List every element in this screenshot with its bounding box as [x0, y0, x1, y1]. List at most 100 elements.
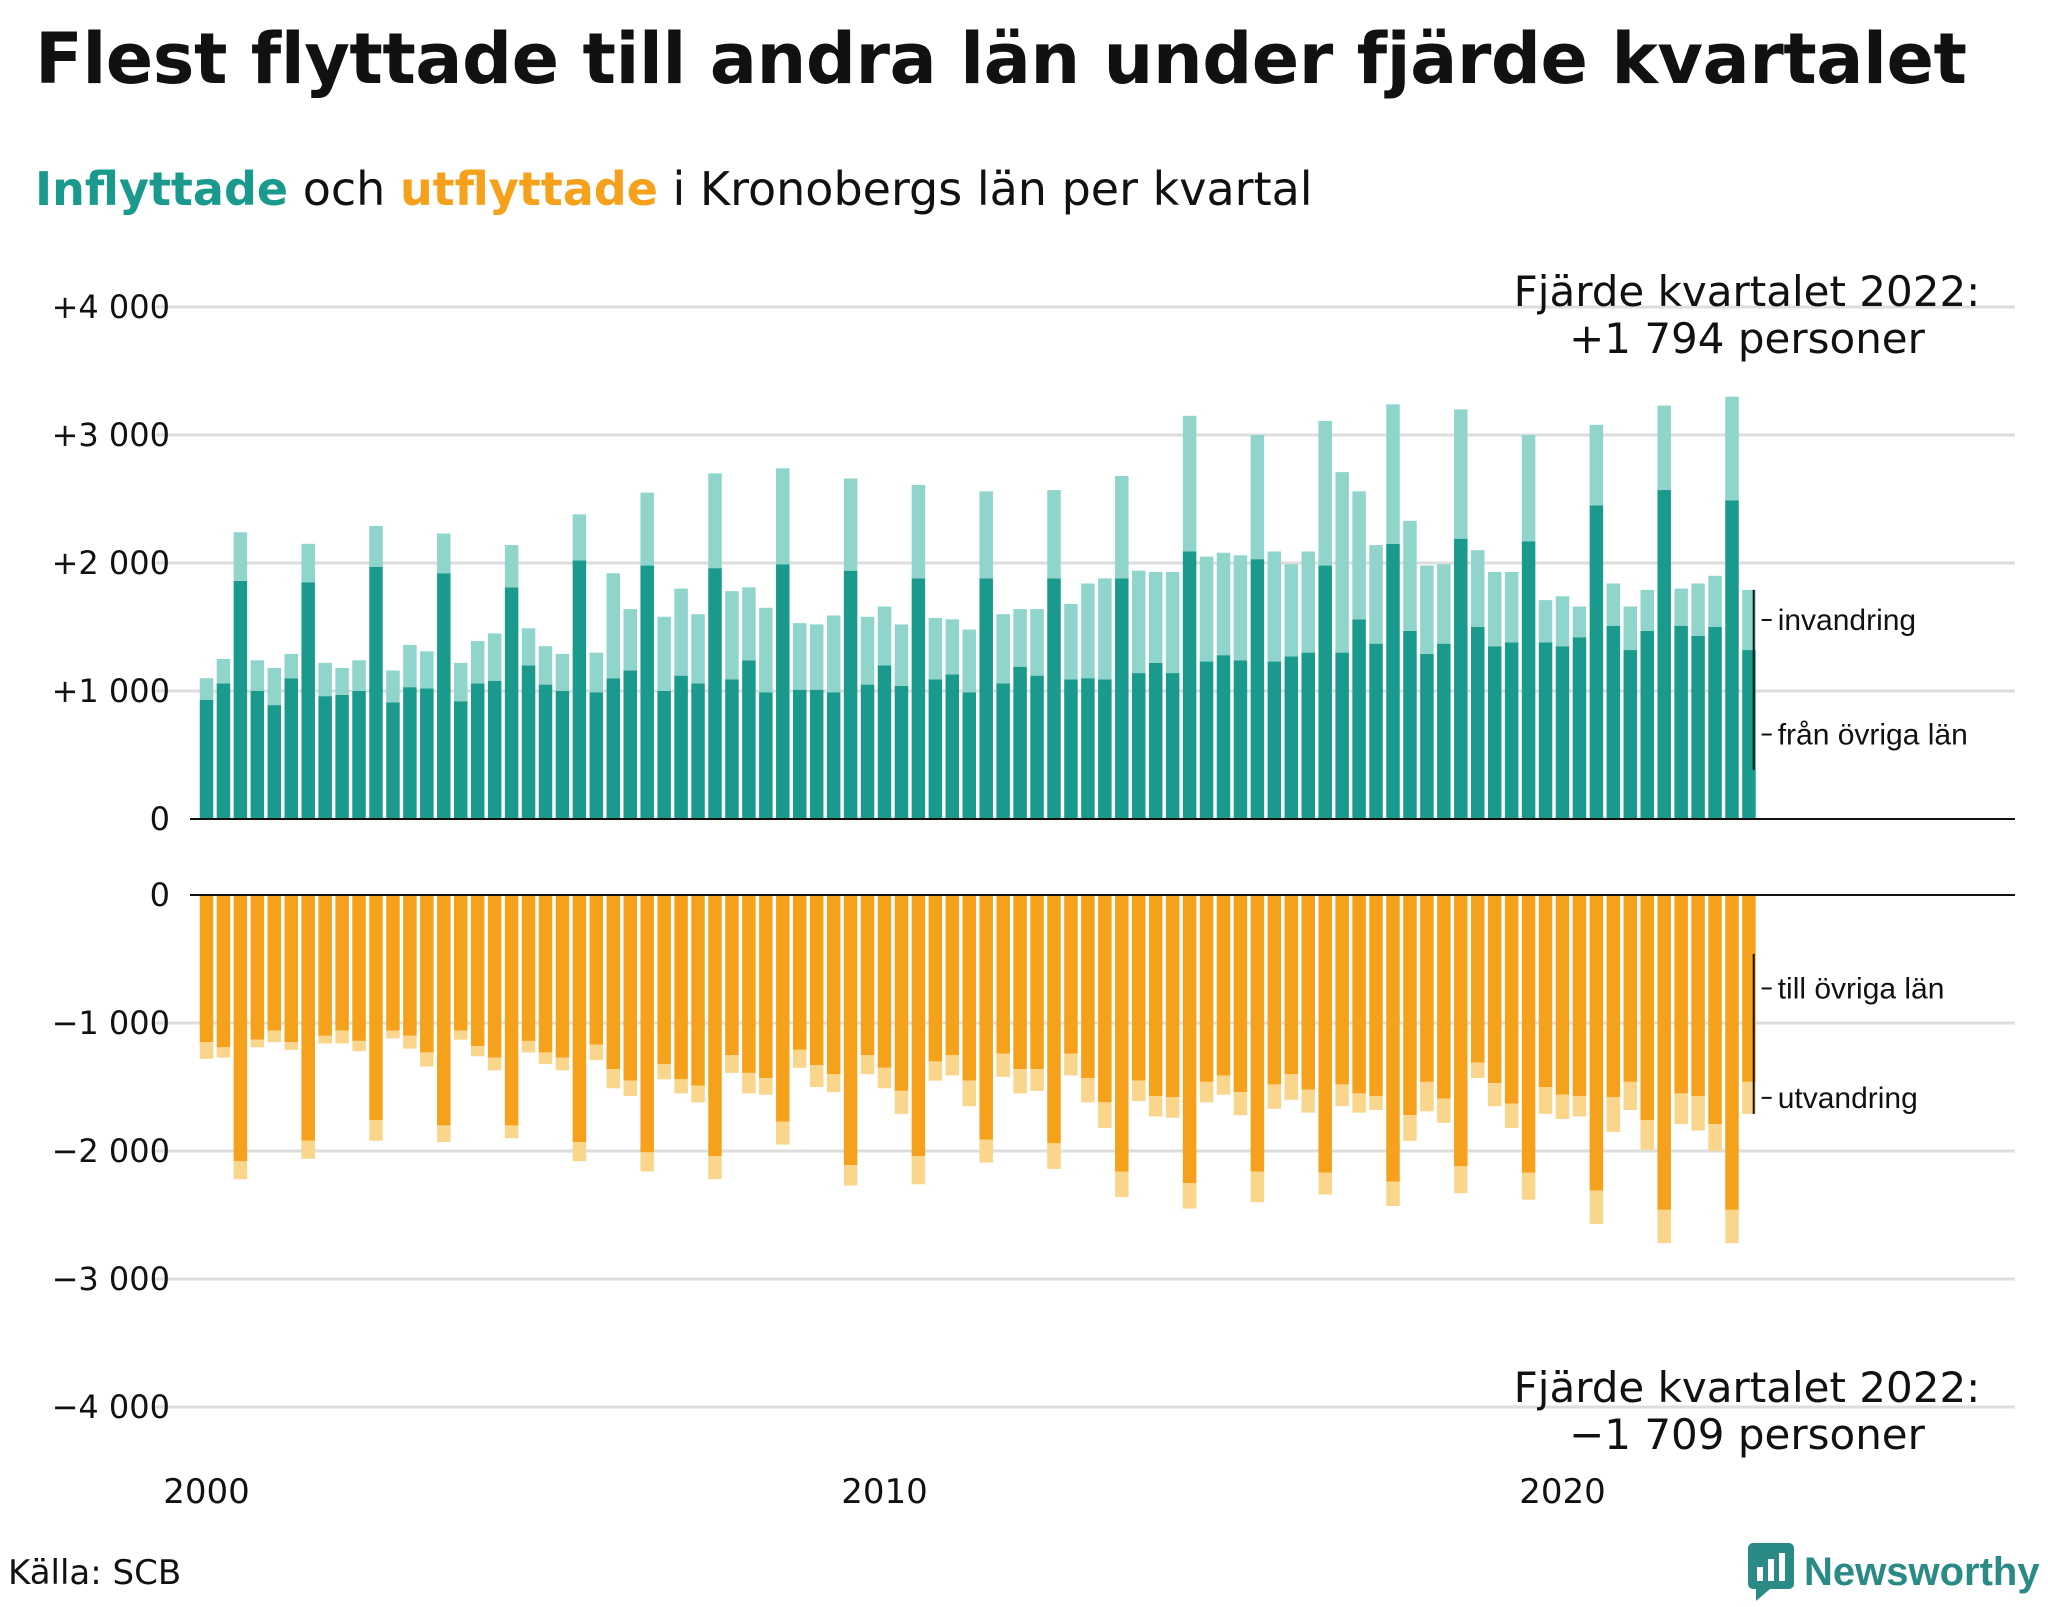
- bottom-y-tick-label: 0: [150, 876, 170, 914]
- bar-till-ovriga-lan: [1572, 895, 1587, 1096]
- bar-fran-ovriga-lan: [1233, 660, 1248, 819]
- bar-till-ovriga-lan: [1691, 895, 1705, 1096]
- bar-utvandring: [386, 1030, 400, 1039]
- bar-invandring: [996, 614, 1010, 684]
- bar-fran-ovriga-lan: [589, 692, 604, 819]
- bar-utvandring: [691, 1085, 705, 1103]
- newsworthy-brand[interactable]: Newsworthy: [1748, 1537, 2040, 1607]
- bar-till-ovriga-lan: [1454, 895, 1468, 1167]
- bar-fran-ovriga-lan: [1572, 637, 1587, 819]
- bar-till-ovriga-lan: [233, 895, 248, 1162]
- top-y-tick-label: +1 000: [52, 672, 170, 710]
- bar-till-ovriga-lan: [318, 895, 332, 1036]
- bar-fran-ovriga-lan: [1216, 655, 1231, 819]
- bar-invandring: [776, 468, 790, 565]
- bar-invandring: [826, 615, 841, 693]
- bar-utvandring: [793, 1049, 807, 1068]
- bar-fran-ovriga-lan: [1098, 679, 1112, 819]
- top-y-tick-label: +3 000: [52, 416, 170, 454]
- bar-till-ovriga-lan: [1165, 895, 1180, 1098]
- bar-till-ovriga-lan: [1047, 895, 1061, 1144]
- bar-fran-ovriga-lan: [403, 687, 417, 819]
- bar-till-ovriga-lan: [1471, 895, 1485, 1063]
- bar-invandring: [589, 652, 604, 693]
- bar-utvandring: [826, 1074, 841, 1093]
- bar-invandring: [911, 484, 926, 579]
- bar-fran-ovriga-lan: [420, 688, 434, 819]
- bar-invandring: [1013, 609, 1027, 667]
- bar-fran-ovriga-lan: [776, 564, 790, 819]
- brand-name: Newsworthy: [1804, 1549, 2040, 1594]
- bar-till-ovriga-lan: [1064, 895, 1078, 1054]
- bar-till-ovriga-lan: [1640, 895, 1654, 1121]
- bar-till-ovriga-lan: [1708, 895, 1722, 1125]
- bar-utvandring: [928, 1061, 943, 1081]
- bar-till-ovriga-lan: [1589, 895, 1604, 1191]
- bar-fran-ovriga-lan: [335, 694, 349, 819]
- bar-invandring: [1674, 588, 1688, 626]
- bar-till-ovriga-lan: [538, 895, 553, 1053]
- bar-invandring: [1335, 472, 1349, 653]
- bar-fran-ovriga-lan: [1555, 646, 1570, 819]
- bar-invandring: [267, 667, 282, 706]
- bar-fran-ovriga-lan: [1199, 661, 1214, 819]
- bar-till-ovriga-lan: [674, 895, 688, 1080]
- bar-invandring: [1487, 571, 1502, 647]
- bar-utvandring: [1199, 1081, 1214, 1103]
- bar-invandring: [250, 660, 265, 691]
- bar-fran-ovriga-lan: [1538, 642, 1553, 819]
- bar-fran-ovriga-lan: [233, 580, 248, 819]
- bar-utvandring: [1420, 1081, 1434, 1112]
- bar-fran-ovriga-lan: [1301, 652, 1315, 819]
- bar-invandring: [284, 653, 298, 679]
- bar-till-ovriga-lan: [1335, 895, 1349, 1085]
- bar-invandring: [1165, 571, 1180, 674]
- bar-till-ovriga-lan: [487, 895, 502, 1058]
- bar-utvandring: [1742, 1081, 1756, 1114]
- bar-till-ovriga-lan: [979, 895, 993, 1140]
- bar-invandring: [369, 525, 383, 567]
- bar-fran-ovriga-lan: [1454, 538, 1468, 819]
- bar-fran-ovriga-lan: [606, 678, 621, 819]
- bar-invandring: [1521, 435, 1536, 542]
- bar-fran-ovriga-lan: [216, 683, 231, 819]
- source-note: Källa: SCB: [8, 1553, 182, 1593]
- bar-utvandring: [877, 1067, 892, 1089]
- bar-till-ovriga-lan: [657, 895, 671, 1064]
- bar-invandring: [437, 533, 451, 574]
- bar-till-ovriga-lan: [1487, 895, 1502, 1084]
- bar-utvandring: [437, 1125, 451, 1143]
- bar-till-ovriga-lan: [1403, 895, 1417, 1116]
- bar-utvandring: [1030, 1069, 1044, 1091]
- bar-fran-ovriga-lan: [860, 684, 875, 819]
- bar-invandring: [725, 591, 739, 680]
- bar-utvandring: [1250, 1171, 1265, 1203]
- bar-utvandring: [1182, 1183, 1197, 1209]
- bar-utvandring: [1471, 1062, 1485, 1079]
- bar-invandring: [1454, 409, 1468, 539]
- bar-invandring: [759, 607, 773, 693]
- bar-till-ovriga-lan: [1233, 895, 1248, 1093]
- bar-invandring: [1081, 583, 1095, 679]
- bar-invandring: [1403, 520, 1417, 631]
- bar-till-ovriga-lan: [606, 895, 621, 1070]
- gridlines: [152, 305, 2015, 1409]
- bar-invandring: [877, 606, 892, 666]
- bar-utvandring: [1623, 1081, 1638, 1111]
- bar-utvandring: [555, 1057, 570, 1071]
- bar-fran-ovriga-lan: [996, 683, 1010, 819]
- bar-till-ovriga-lan: [860, 895, 875, 1055]
- bar-fran-ovriga-lan: [1267, 661, 1282, 819]
- bar-fran-ovriga-lan: [623, 670, 637, 819]
- bar-invandring: [860, 616, 875, 685]
- bar-utvandring: [199, 1042, 214, 1059]
- bar-till-ovriga-lan: [1115, 895, 1129, 1172]
- bar-invandring: [1386, 404, 1400, 544]
- bar-fran-ovriga-lan: [928, 679, 943, 819]
- bar-fran-ovriga-lan: [691, 683, 705, 819]
- bar-till-ovriga-lan: [1420, 895, 1434, 1082]
- bottom-y-tick-label: −2 000: [52, 1132, 170, 1170]
- bar-invandring: [504, 545, 519, 588]
- bar-fran-ovriga-lan: [1403, 630, 1417, 819]
- bar-utvandring: [1504, 1103, 1519, 1128]
